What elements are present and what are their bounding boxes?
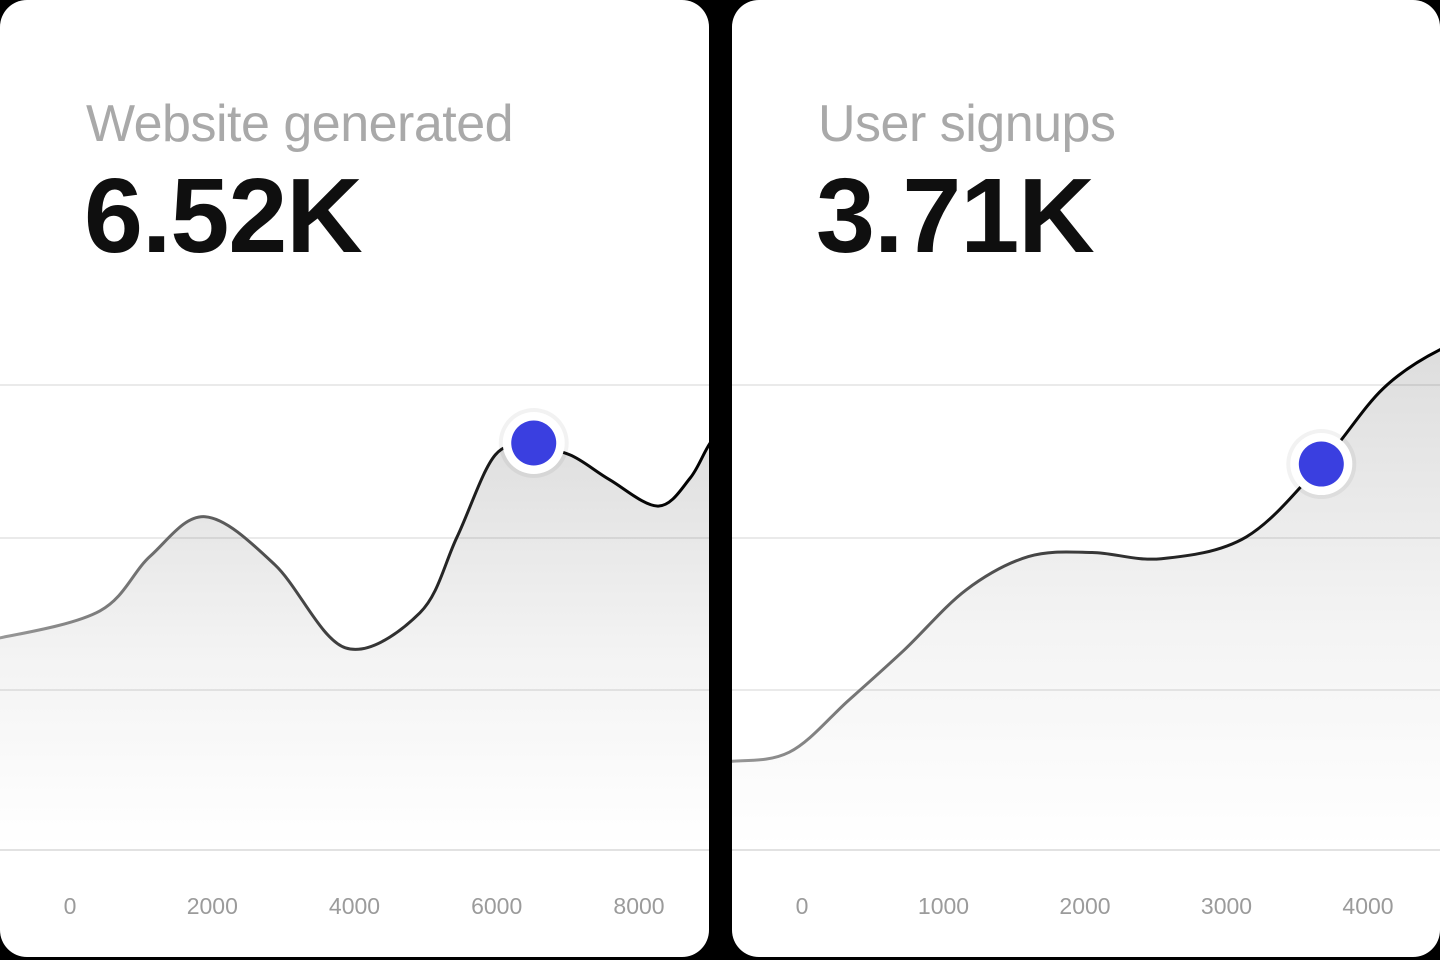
x-axis-tick-label: 1000	[917, 893, 970, 919]
marker-dot	[511, 420, 557, 466]
x-axis-tick-label: 2000	[1059, 893, 1111, 919]
area-chart-user-signups	[732, 348, 1440, 851]
area-chart-website-generated	[0, 384, 709, 851]
marker-dot	[1298, 441, 1344, 487]
trend-line	[732, 348, 1440, 763]
x-axis-tick-label: 6000	[471, 893, 523, 919]
area-fill	[732, 349, 1440, 850]
x-axis-tick-label: 4000	[1342, 893, 1394, 919]
x-axis-tick-label: 0	[795, 893, 809, 919]
card-website-generated: Website generated 6.52K 0 2000 4000 6000 800…	[0, 0, 709, 957]
card-headline-value: 6.52K	[84, 157, 363, 275]
x-axis-tick-label: 0	[63, 893, 77, 919]
x-axis-tick-label: 4000	[328, 893, 381, 919]
x-axis-tick-label: 2000	[186, 893, 238, 919]
x-axis-tick-label: 3000	[1200, 893, 1253, 919]
x-axis-tick-label: 8000	[613, 893, 665, 919]
card-headline-value: 3.71K	[816, 157, 1095, 275]
card-user-signups: User signups 3.71K 0 1000 2000 3000 4000	[732, 0, 1440, 957]
card-title: User signups	[818, 95, 1116, 153]
trend-line	[0, 441, 709, 651]
area-fill	[0, 444, 709, 850]
card-title: Website generated	[86, 95, 514, 153]
